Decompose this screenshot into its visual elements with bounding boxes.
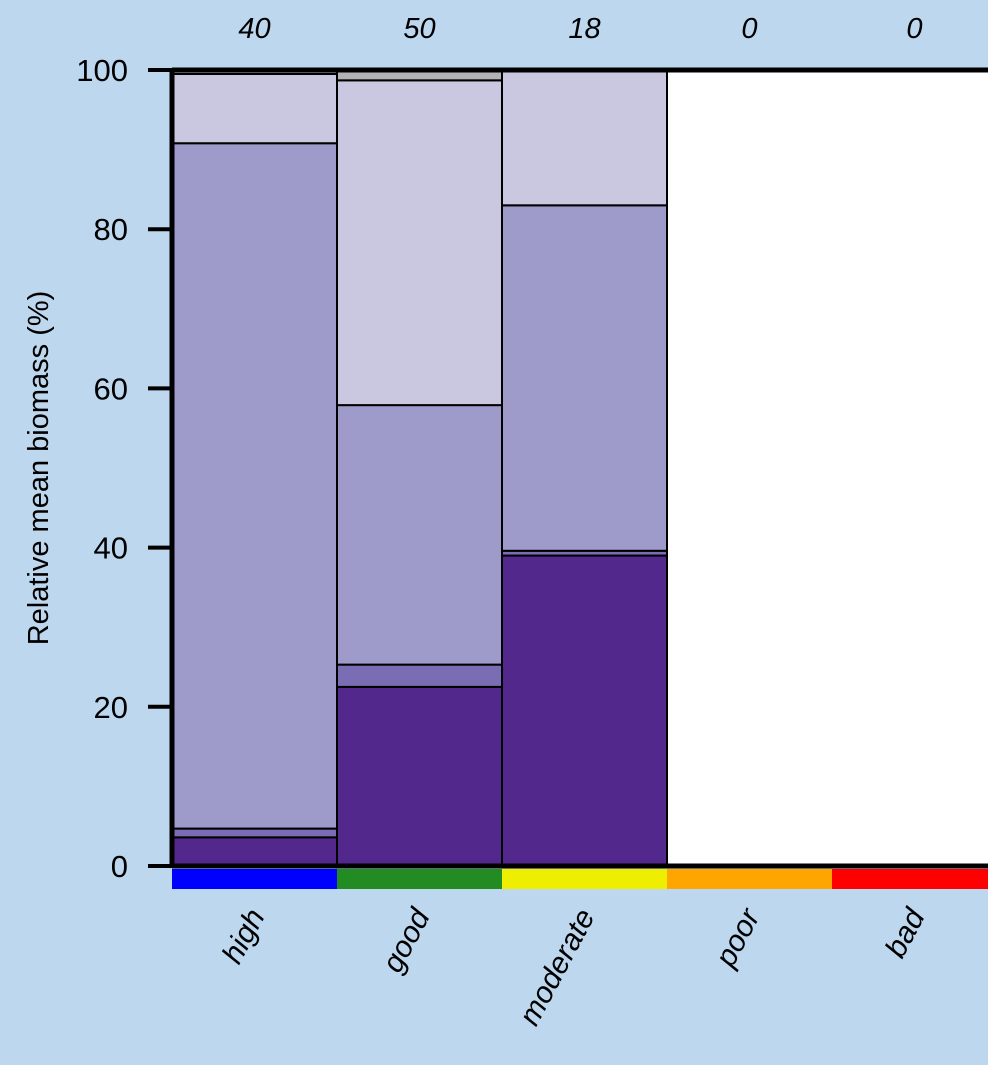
bar-segment-good-3	[336, 79, 503, 407]
x-tick-labels: high good moderate poor bad	[216, 902, 932, 1031]
color-band-poor	[667, 869, 832, 889]
sample-counts: 40 50 18 0 0	[238, 13, 922, 45]
bar-segment-good-0	[336, 685, 503, 868]
bar-segment-high-2	[171, 142, 338, 830]
y-axis: 0 20 40 60 80 100	[76, 53, 988, 884]
bar-segment-moderate-2	[501, 204, 668, 552]
count-label-poor: 0	[741, 13, 757, 45]
y-axis-label: Relative mean biomass (%)	[23, 291, 55, 646]
color-band-moderate	[502, 869, 667, 889]
bar-segment-moderate-0	[501, 554, 668, 867]
bar-segment-good-2	[336, 404, 503, 666]
x-tick-label-good: good	[376, 902, 437, 978]
color-band-good	[337, 869, 502, 889]
x-tick-label-moderate: moderate	[513, 904, 602, 1031]
bar-segment-high-0	[171, 836, 338, 867]
count-label-moderate: 18	[568, 13, 600, 45]
y-tick-label-40: 40	[94, 531, 128, 566]
count-label-bad: 0	[906, 13, 922, 45]
bars-group	[171, 69, 668, 868]
bar-segment-high-3	[171, 72, 338, 145]
y-tick-label-0: 0	[111, 849, 128, 884]
bar-segment-high-1	[171, 827, 338, 839]
count-label-good: 50	[403, 13, 435, 45]
count-label-high: 40	[238, 13, 270, 45]
y-tick-label-100: 100	[76, 53, 128, 88]
x-tick-label-high: high	[216, 904, 272, 970]
bar-segment-moderate-3	[501, 69, 668, 207]
category-color-band	[172, 869, 988, 889]
y-tick-label-80: 80	[94, 212, 128, 247]
y-tick-label-60: 60	[94, 371, 128, 406]
x-tick-label-poor: poor	[709, 903, 767, 973]
x-tick-label-bad: bad	[879, 902, 932, 963]
color-band-bad	[832, 869, 988, 889]
color-band-high	[172, 869, 337, 889]
bar-segment-good-1	[336, 663, 503, 688]
y-tick-label-20: 20	[94, 690, 128, 725]
